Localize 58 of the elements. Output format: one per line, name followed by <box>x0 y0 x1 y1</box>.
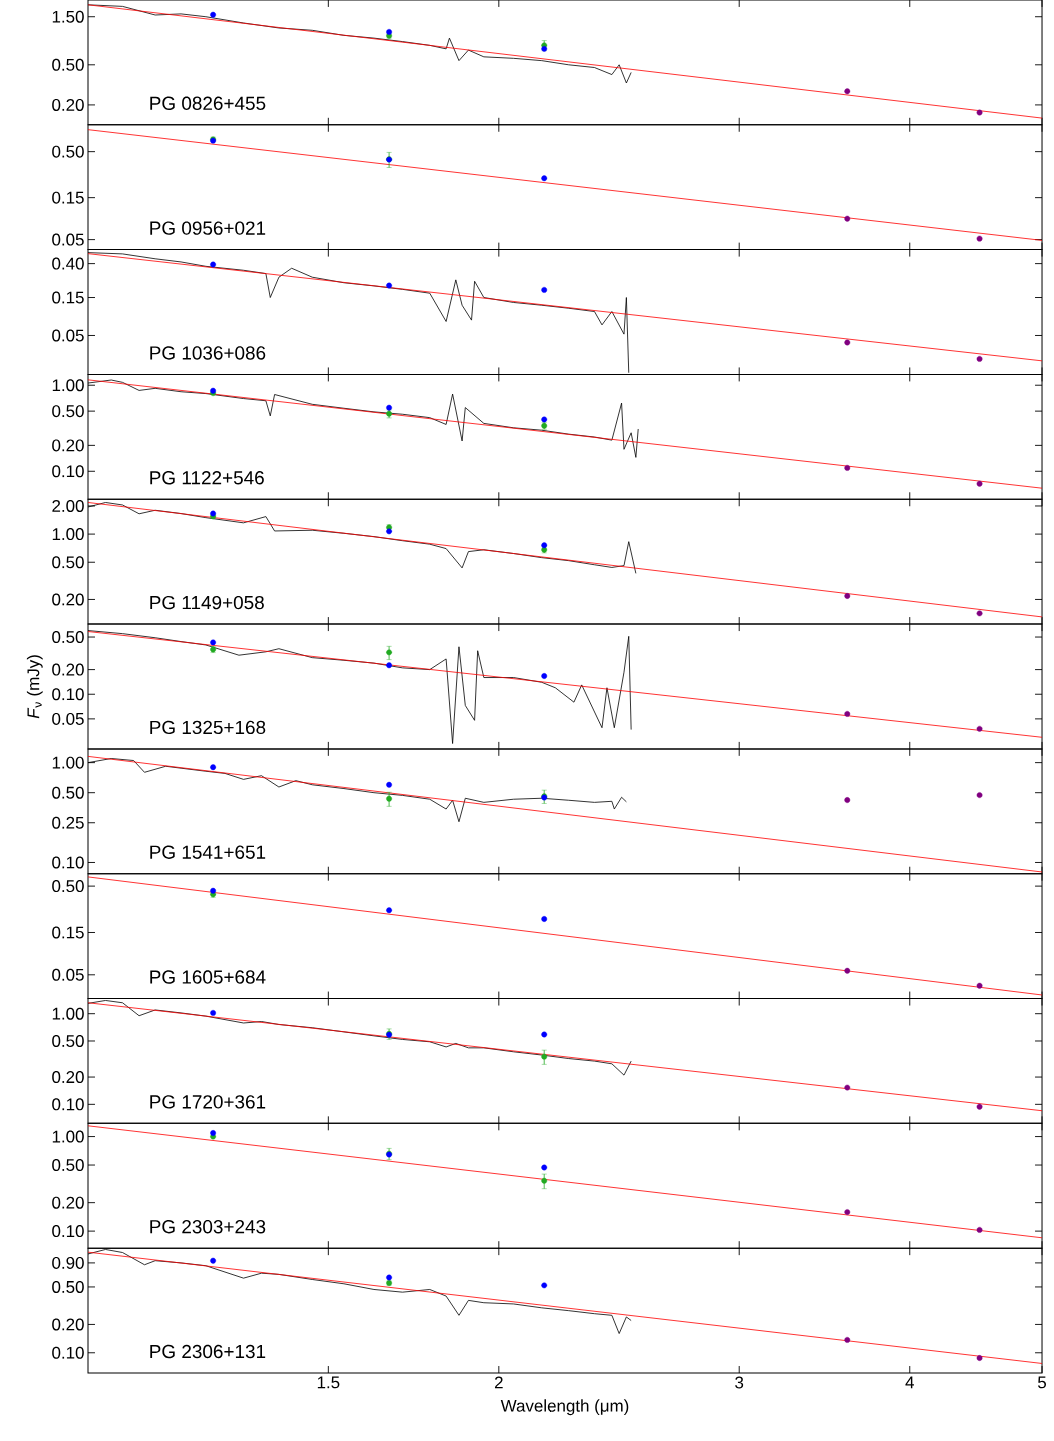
y-tick-label: 0.10 <box>52 1346 84 1359</box>
y-tick-label: 0.05 <box>52 233 84 246</box>
y-tick-label: 0.50 <box>52 786 84 799</box>
text: PG 1149+058 <box>150 595 264 610</box>
y-tick-label: 0.50 <box>52 1159 84 1172</box>
text: PG 1036+086 <box>150 346 266 360</box>
y-tick-label: 0.10 <box>52 688 84 701</box>
text: PG 1605+684 <box>150 970 266 984</box>
y-tick-label: 0.50 <box>52 1280 84 1293</box>
x-axis-title: Wavelength (μm) <box>500 1399 629 1416</box>
y-tick-label: 0.90 <box>52 1256 84 1269</box>
y-tick-label: 0.15 <box>52 926 84 939</box>
y-tick-label: 1.00 <box>52 528 84 541</box>
text: PG 2303+243 <box>150 1219 266 1234</box>
y-tick-label: 0.10 <box>52 1225 84 1238</box>
y-axis-title: F$_{ν}$ (mJy) <box>26 655 43 719</box>
y-tick-label: 0.25 <box>52 816 84 829</box>
y-tick-label: 0.15 <box>52 191 84 204</box>
text: PG 0826+455 <box>150 96 266 110</box>
y-tick-label: 1.00 <box>52 1007 84 1020</box>
y-tick-label: 0.50 <box>52 880 84 893</box>
y-tick-label: 0.20 <box>52 439 84 452</box>
y-tick-label: 0.50 <box>52 556 84 569</box>
y-tick-label: 1.00 <box>52 379 84 392</box>
x-tick-label: 4 <box>905 1376 914 1389</box>
y-tick-label: 0.50 <box>52 405 84 418</box>
y-tick-label: 0.50 <box>52 145 84 158</box>
y-tick-label: 1.00 <box>52 756 84 769</box>
y-tick-label: 0.20 <box>52 593 84 606</box>
y-tick-label: 0.05 <box>52 968 84 981</box>
y-tick-label: 0.50 <box>52 58 84 71</box>
y-tick-label: 2.00 <box>52 499 84 512</box>
y-tick-label: 0.50 <box>52 1034 84 1047</box>
y-tick-label: 0.40 <box>52 257 84 270</box>
text: PG 1325+168 <box>150 720 266 735</box>
y-tick-label: 0.15 <box>52 291 84 304</box>
y-tick-label: 0.20 <box>52 98 84 111</box>
text: PG 1541+651 <box>150 845 266 859</box>
text: PG 1122+546 <box>150 471 264 485</box>
y-tick-label: 0.20 <box>52 1196 84 1209</box>
text: PG 2306+131 <box>150 1344 266 1359</box>
y-tick-label: 0.10 <box>52 1098 84 1111</box>
x-tick-label: 5 <box>1037 1376 1047 1389</box>
y-tick-label: 0.20 <box>52 1318 84 1331</box>
y-tick-label: 0.50 <box>52 631 84 644</box>
x-tick-label: 2 <box>494 1376 503 1389</box>
y-tick-label: 1.00 <box>52 1130 84 1143</box>
y-tick-label: 0.05 <box>52 712 84 725</box>
text: PG 0956+021 <box>150 221 266 235</box>
text: PG 1720+361 <box>150 1095 266 1109</box>
y-tick-label: 0.20 <box>52 663 84 676</box>
y-tick-label: 0.10 <box>52 856 84 869</box>
y-tick-label: 0.10 <box>52 465 84 478</box>
y-tick-label: 0.20 <box>52 1071 84 1084</box>
y-tick-label: 0.05 <box>52 329 84 342</box>
x-tick-label: 1.5 <box>317 1376 340 1389</box>
y-tick-label: 1.50 <box>52 10 84 23</box>
x-tick-label: 3 <box>735 1376 744 1389</box>
